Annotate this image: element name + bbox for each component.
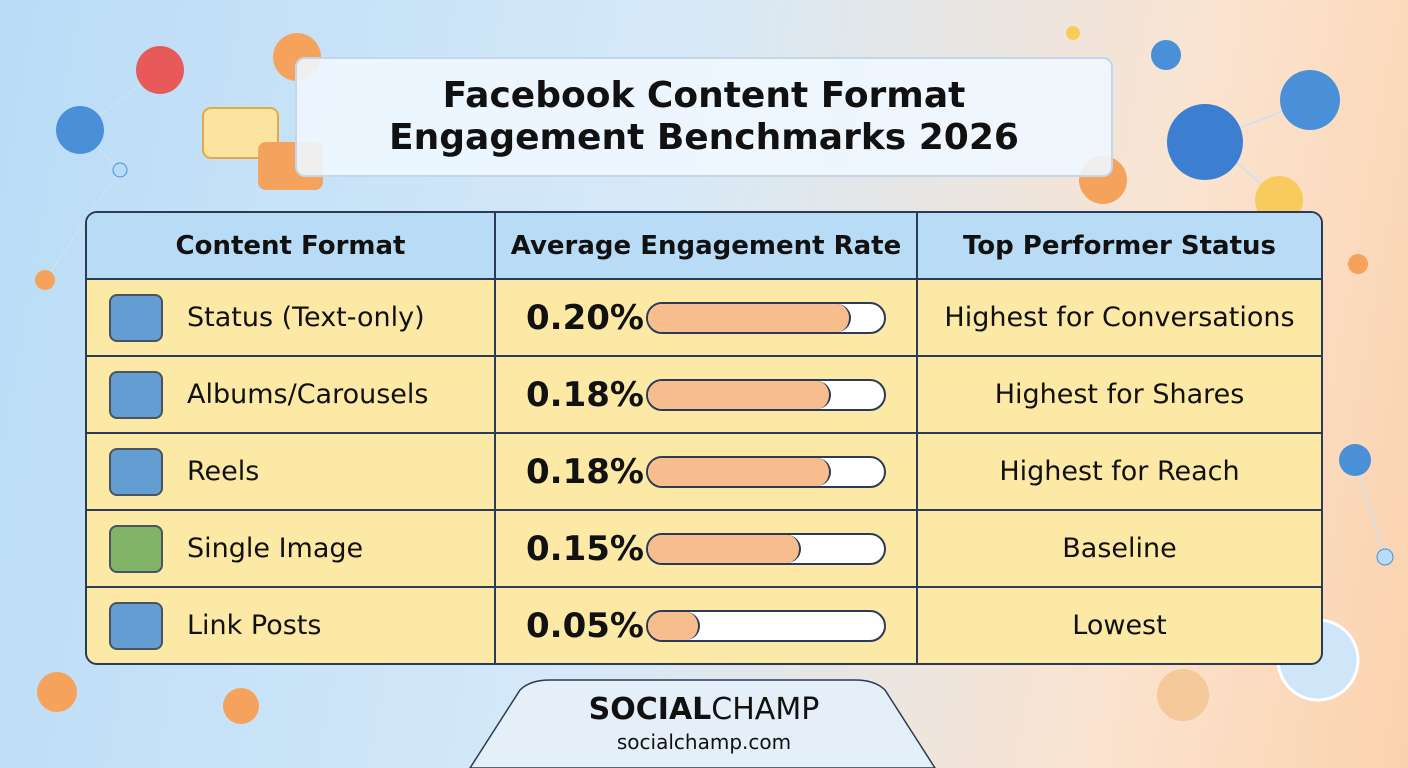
status-cell: Highest for Shares <box>916 357 1321 432</box>
rate-cell: 0.18% <box>494 434 916 509</box>
format-label: Albums/Carousels <box>187 379 429 410</box>
status-cell: Lowest <box>916 588 1321 663</box>
header-row: Content Format Average Engagement Rate T… <box>87 213 1321 278</box>
url: socialchamp.com <box>616 730 792 754</box>
format-cell: Link Posts <box>87 588 494 663</box>
rate-cell: 0.05% <box>494 588 916 663</box>
status-label: Lowest <box>1072 610 1167 641</box>
table-row: Reels 0.18% Highest for Reach <box>87 432 1321 509</box>
format-icon <box>109 294 163 342</box>
format-icon <box>109 525 163 573</box>
logo: SOCIALCHAMP <box>0 692 1408 727</box>
format-label: Single Image <box>187 533 364 564</box>
rate-cell: 0.18% <box>494 357 916 432</box>
header-cell: Top Performer Status <box>916 213 1321 278</box>
format-cell: Albums/Carousels <box>87 357 494 432</box>
bar-fill <box>648 534 801 563</box>
format-label: Link Posts <box>187 610 322 641</box>
rate-cell: 0.20% <box>494 280 916 355</box>
status-cell: Baseline <box>916 511 1321 586</box>
status-label: Highest for Reach <box>999 456 1240 487</box>
bar-fill <box>648 380 831 409</box>
table-row: Single Image 0.15% Baseline <box>87 509 1321 586</box>
header-cell: Average Engagement Rate <box>494 213 916 278</box>
status-cell: Highest for Conversations <box>916 280 1321 355</box>
bar-track <box>646 378 886 411</box>
table: Content Format Average Engagement Rate T… <box>85 211 1323 665</box>
bar-fill <box>648 303 851 332</box>
title-box: Facebook Content Format Engagement Bench… <box>295 57 1113 177</box>
rate-label: 0.15% <box>526 528 644 569</box>
format-label: Status (Text-only) <box>187 302 425 333</box>
format-label: Reels <box>187 456 260 487</box>
status-cell: Highest for Reach <box>916 434 1321 509</box>
format-icon <box>109 602 163 650</box>
format-cell: Single Image <box>87 511 494 586</box>
bar-track <box>646 532 886 565</box>
rate-cell: 0.15% <box>494 511 916 586</box>
format-icon <box>109 371 163 419</box>
rate-label: 0.20% <box>526 297 644 338</box>
bar-fill <box>648 611 701 640</box>
format-cell: Reels <box>87 434 494 509</box>
table-row: Albums/Carousels 0.18% Highest for Shares <box>87 355 1321 432</box>
rate-label: 0.18% <box>526 374 644 415</box>
status-label: Highest for Conversations <box>944 302 1295 333</box>
status-label: Highest for Shares <box>994 379 1245 410</box>
status-label: Baseline <box>1062 533 1177 564</box>
table-row: Link Posts 0.05% Lowest <box>87 586 1321 663</box>
logo-light: CHAMP <box>711 692 820 727</box>
bar-track <box>646 609 886 642</box>
bar-fill <box>648 457 831 486</box>
format-cell: Status (Text-only) <box>87 280 494 355</box>
table-row: Status (Text-only) 0.20% Highest for Conve… <box>87 278 1321 355</box>
rate-label: 0.05% <box>526 605 644 646</box>
header-cell: Content Format <box>175 230 406 261</box>
title: Facebook Content Format Engagement Bench… <box>389 75 1019 158</box>
format-icon <box>109 448 163 496</box>
logo-bold: SOCIAL <box>588 692 712 727</box>
bar-track <box>646 455 886 488</box>
bar-track <box>646 301 886 334</box>
rate-label: 0.18% <box>526 451 644 492</box>
